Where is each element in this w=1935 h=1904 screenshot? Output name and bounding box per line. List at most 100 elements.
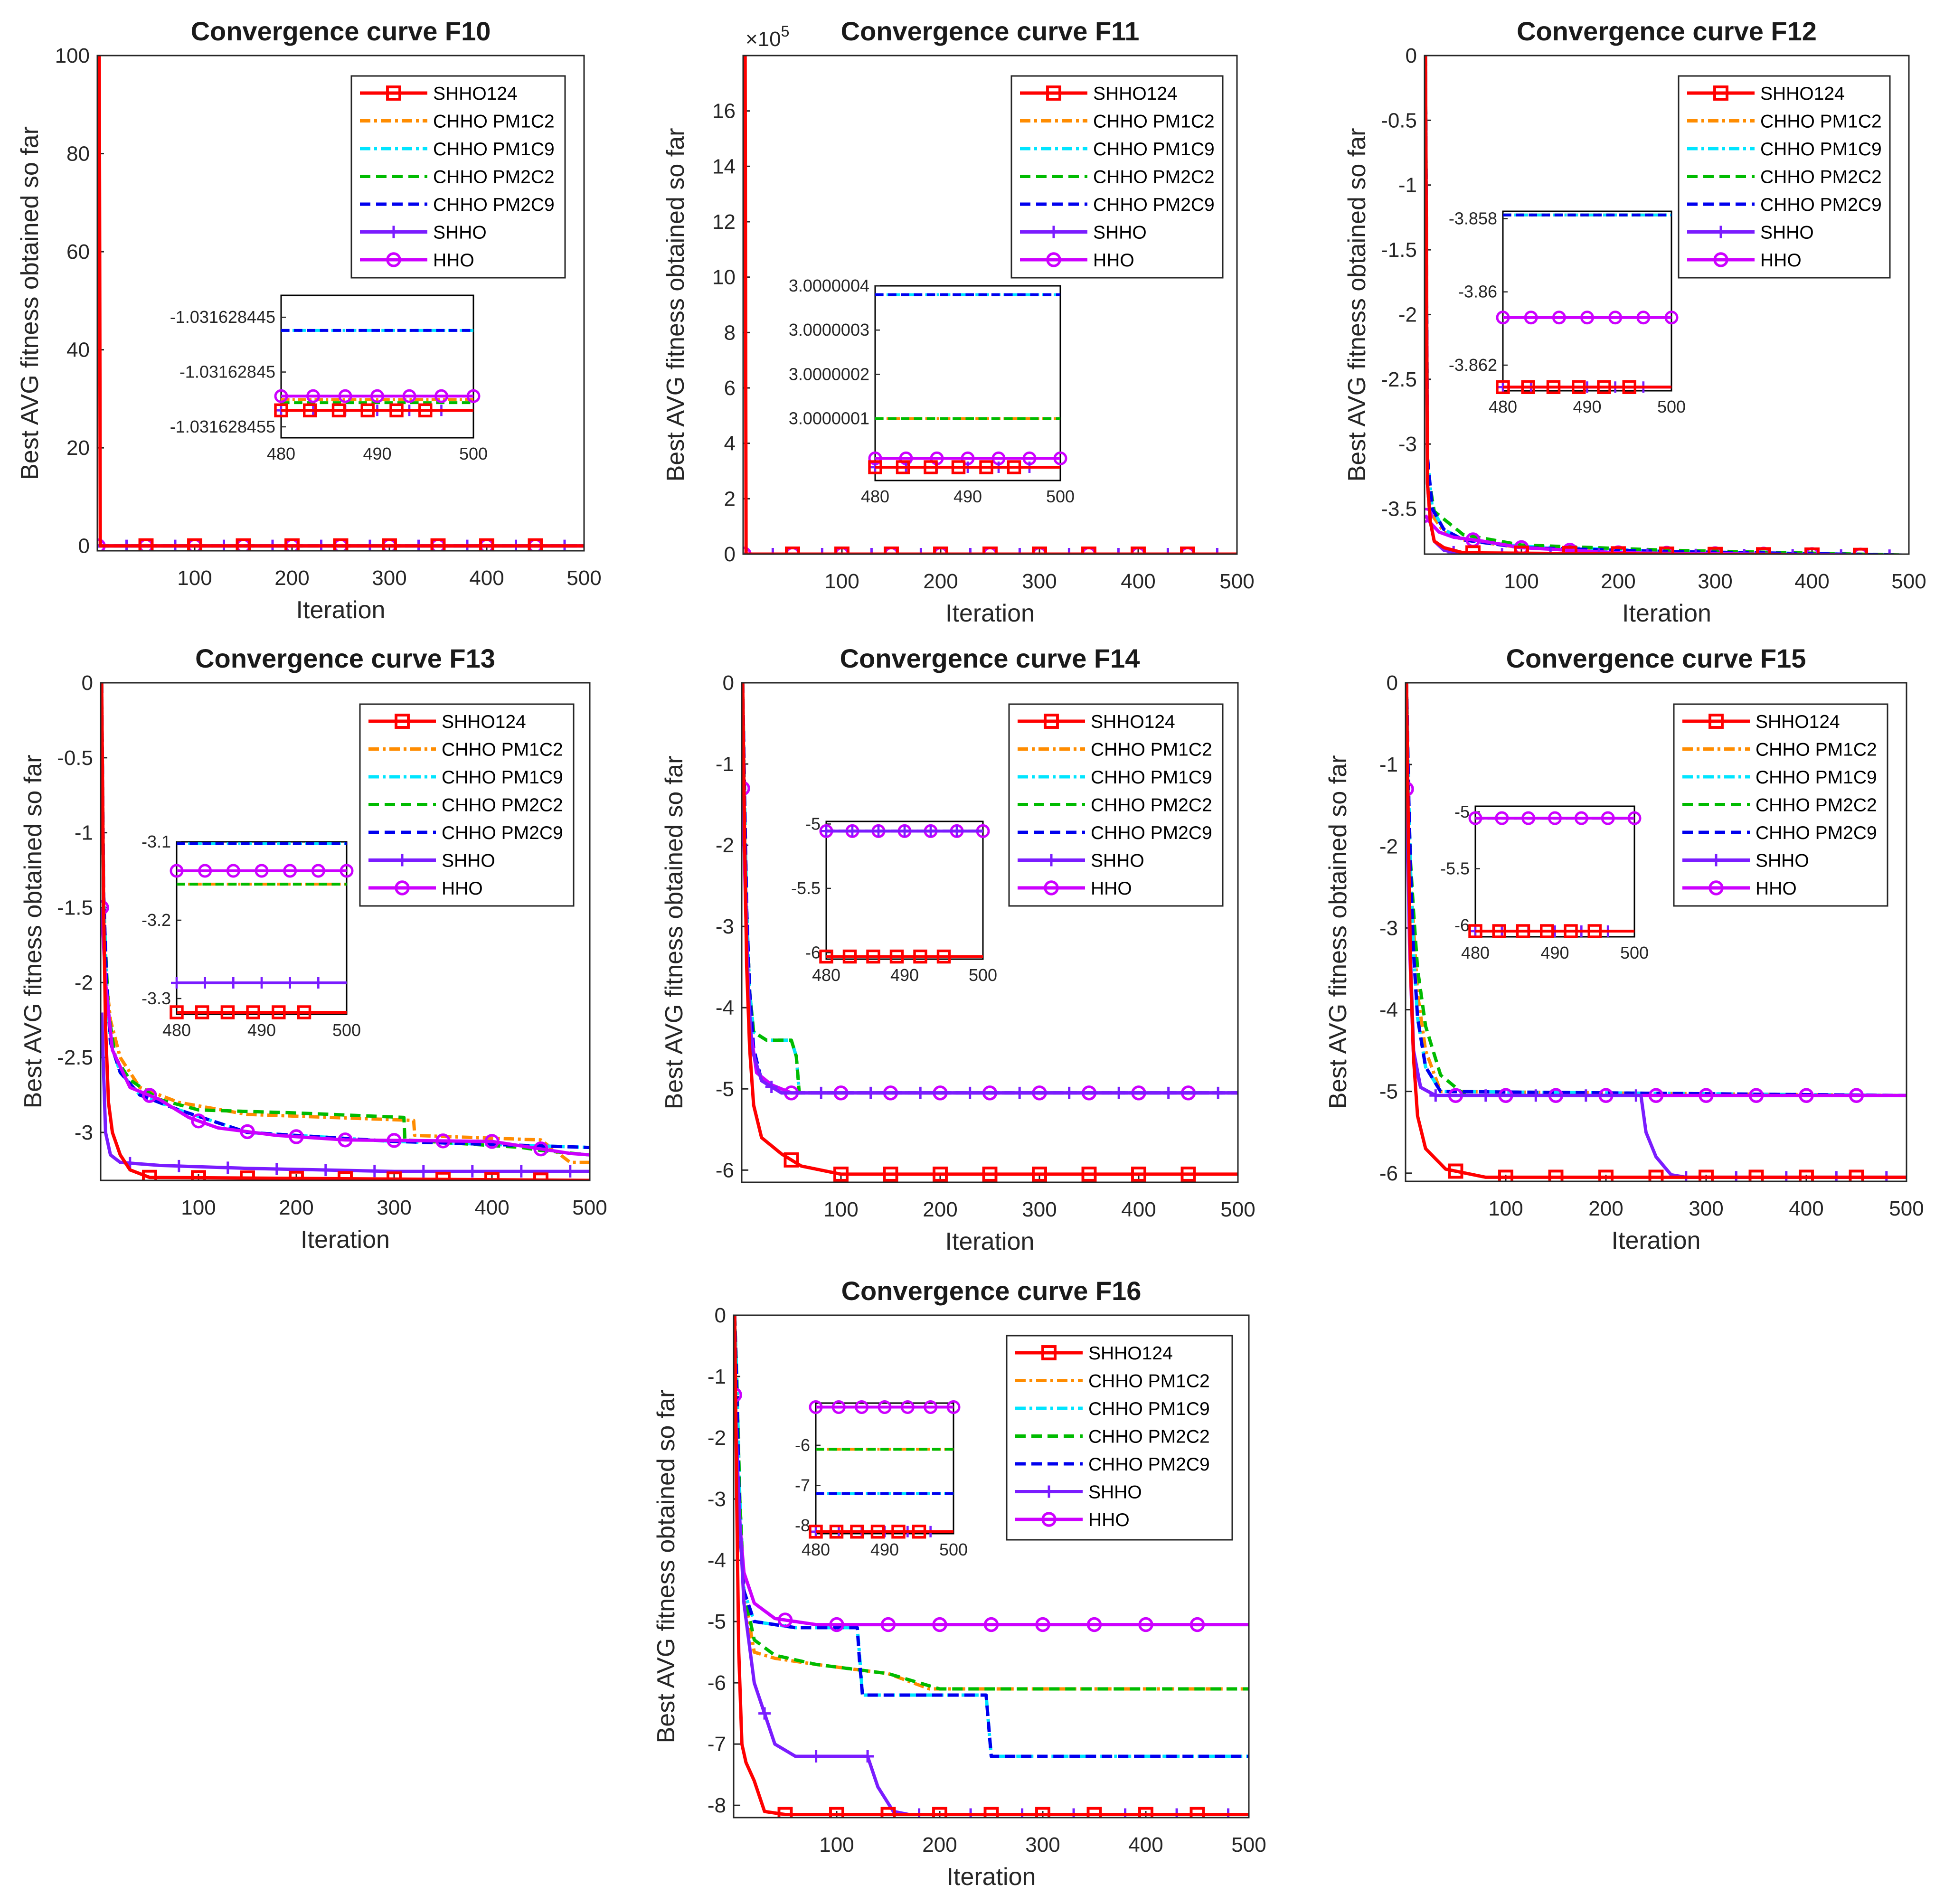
y-tick-label: -4 — [716, 996, 734, 1019]
inset-marker-square — [829, 1525, 844, 1539]
chart-panel-2: Convergence curve F11 100 200 300 400 500 0 2 4 6… — [662, 16, 1255, 627]
data-point-plus — [515, 1165, 528, 1178]
data-point-square — [1131, 1166, 1146, 1182]
inset-marker-square — [1540, 924, 1554, 938]
inset-x-tick-label: 500 — [1657, 397, 1686, 416]
data-point-plus — [1063, 548, 1076, 554]
legend-box — [1008, 703, 1224, 907]
inset-zoom: 480 490 500 -3.858 -3.86 -3.862 — [1449, 208, 1686, 416]
data-point-plus — [815, 1086, 828, 1099]
legend-marker-square — [386, 85, 401, 101]
inset-y-tick-label: -3.86 — [1458, 282, 1497, 302]
y-axis-label: Best AVG fitness obtained so far — [1343, 128, 1371, 482]
y-tick-label: -2 — [716, 834, 734, 857]
data-point-square — [1180, 1166, 1196, 1182]
data-point-plus — [1786, 549, 1799, 554]
legend-marker-circle — [1708, 880, 1724, 895]
legend: SHHO124 CHHO PM1C2 CHHO PM1C9 CHHO PM2C2 CHH… — [350, 75, 566, 279]
data-point-plus — [1162, 1086, 1175, 1099]
plot-frame — [100, 682, 591, 1181]
series-line-shho124 — [742, 683, 1238, 1176]
y-axis-label: Best AVG fitness obtained so far — [1324, 755, 1352, 1109]
chart-panel-4: Convergence curve F13 100 200 300 400 500 0 -0.… — [19, 643, 607, 1254]
x-tick-label: 500 — [1891, 570, 1926, 593]
inset-y-tick-label: 3.0000003 — [789, 320, 869, 339]
data-point-circle — [387, 1133, 402, 1148]
data-point-circle — [1648, 1088, 1664, 1103]
inset-marker-circle — [1636, 311, 1651, 325]
x-tick-label: 500 — [572, 1196, 607, 1219]
x-tick-label: 100 — [1488, 1197, 1523, 1220]
inset-x-tick-label: 490 — [890, 965, 919, 985]
inset-marker-circle — [900, 1400, 915, 1414]
series-line-chho-pm2c9 — [734, 1315, 1249, 1758]
legend-label: CHHO PM1C9 — [433, 139, 555, 160]
inset-marker-plus — [171, 977, 182, 989]
data-point-plus — [766, 548, 779, 554]
inset-y-tick-label: 3.0000001 — [789, 409, 869, 428]
legend-marker-square — [395, 714, 410, 729]
data-point-plus — [221, 1161, 234, 1174]
y-tick-label: 6 — [724, 377, 736, 400]
inset-marker-square — [912, 1525, 926, 1539]
data-point-plus — [172, 1159, 185, 1172]
inset-marker-square — [303, 403, 317, 418]
data-point-square — [435, 1171, 451, 1180]
inset-y-tick-label: -1.031628455 — [170, 417, 275, 436]
inset-y-tick-label: -3.858 — [1449, 208, 1497, 228]
data-point-square — [1498, 1169, 1513, 1181]
inset-marker-square — [1496, 380, 1510, 395]
x-tick-label: 400 — [469, 566, 504, 590]
data-point-square — [187, 538, 202, 551]
data-point-plus — [861, 1750, 874, 1763]
data-point-plus — [1112, 548, 1125, 554]
data-point-plus — [1212, 1086, 1225, 1099]
x-axis-label: Iteration — [301, 1226, 390, 1254]
inset-marker-circle — [1495, 811, 1509, 825]
data-point-square — [1189, 1807, 1205, 1818]
inset-marker-square — [1587, 924, 1602, 938]
legend-label: SHHO — [1091, 851, 1144, 871]
legend-box — [1678, 75, 1891, 279]
inset-marker-square — [1572, 380, 1586, 395]
x-tick-label: 400 — [1794, 570, 1829, 593]
data-point-circle — [435, 1133, 451, 1149]
data-point-circle — [1849, 1088, 1864, 1103]
y-tick-label: 0 — [723, 671, 734, 695]
data-point-circle — [289, 1129, 304, 1144]
inset-marker-plus — [899, 825, 910, 837]
data-point-square — [387, 1171, 402, 1180]
inset-marker-square — [360, 403, 375, 418]
inset-zoom: 480 490 500 3.0000004 3.0000003 3.0000002 3.00… — [789, 276, 1075, 506]
inset-marker-square — [891, 1525, 906, 1539]
chart-panel-5: Convergence curve F14 100 200 300 400 500 0 -1 -… — [661, 643, 1255, 1255]
inset-marker-square — [896, 460, 910, 474]
chart-title: Convergence curve F11 — [841, 16, 1140, 46]
data-point-square — [1448, 1163, 1463, 1179]
legend-label: SHHO124 — [433, 84, 518, 104]
data-point-circle — [777, 1612, 793, 1628]
x-tick-label: 100 — [1504, 570, 1539, 593]
inset-marker-circle — [283, 864, 297, 878]
data-point-plus — [1496, 548, 1509, 554]
x-tick-label: 200 — [923, 570, 958, 593]
legend-label: CHHO PM2C2 — [1093, 167, 1215, 188]
data-point-circle — [338, 1132, 353, 1148]
data-point-square — [1659, 547, 1674, 554]
inset-marker-square — [1007, 460, 1021, 474]
chart-title: Convergence curve F14 — [840, 643, 1140, 673]
inset-marker-square — [418, 403, 433, 418]
data-point-square — [1648, 1169, 1664, 1181]
inset-marker-plus — [873, 825, 884, 837]
chart-title: Convergence curve F15 — [1506, 643, 1806, 673]
data-point-plus — [319, 1164, 332, 1177]
series-layer — [742, 683, 1238, 1182]
inset-marker-square — [1546, 380, 1561, 395]
series-line-shho124 — [743, 56, 1237, 554]
legend-label: CHHO PM2C9 — [442, 823, 563, 843]
inset-y-tick-label: -7 — [795, 1475, 810, 1495]
inset-y-tick-label: -1.031628445 — [170, 307, 275, 327]
x-tick-label: 400 — [1128, 1833, 1163, 1857]
data-point-plus — [1161, 548, 1174, 554]
legend: SHHO124 CHHO PM1C2 CHHO PM1C9 CHHO PM2C2 CHH… — [359, 703, 575, 907]
